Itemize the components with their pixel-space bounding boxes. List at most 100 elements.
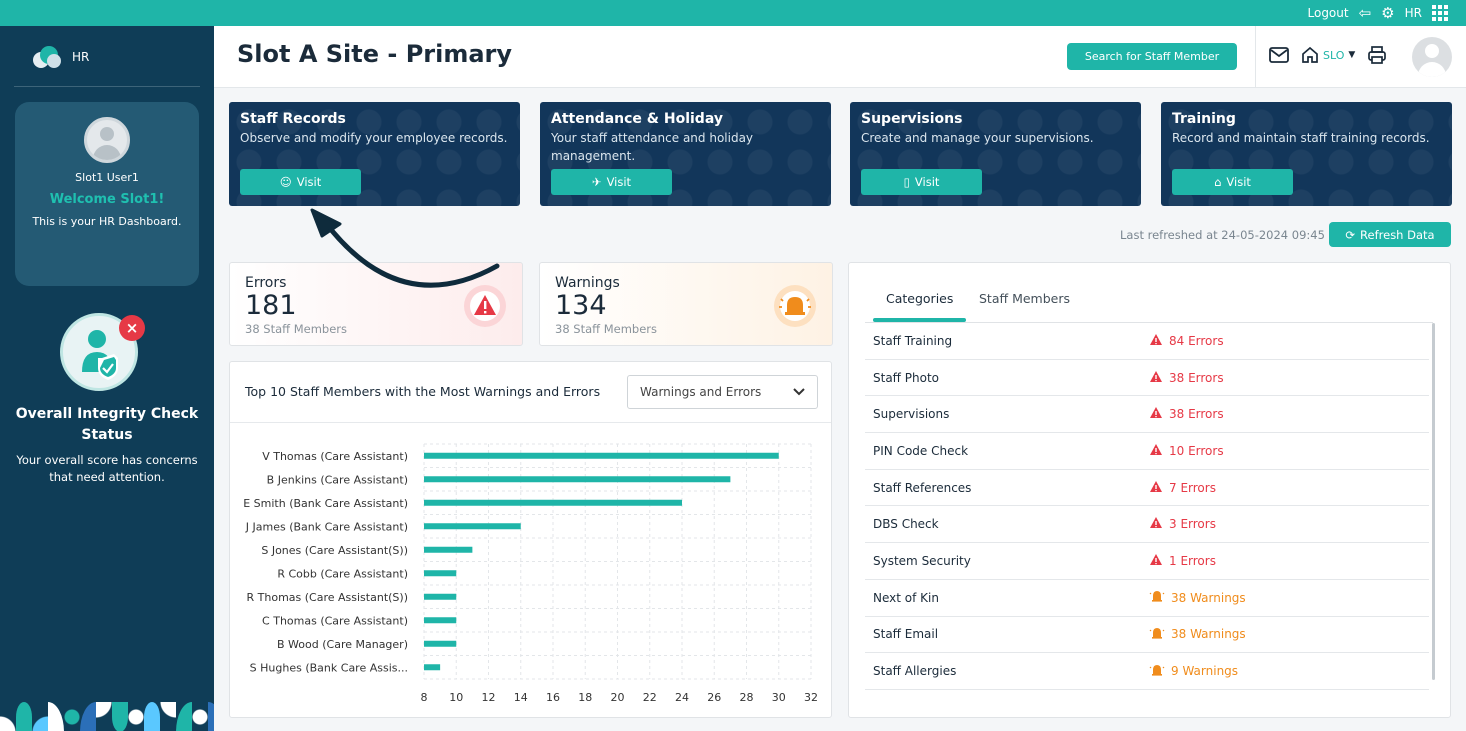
bar[interactable] [424, 546, 473, 553]
refresh-data-button[interactable]: ⟳ Refresh Data [1329, 222, 1451, 247]
y-tick-label: V Thomas (Care Assistant) [262, 450, 408, 463]
search-staff-button[interactable]: Search for Staff Member [1067, 43, 1237, 70]
category-row[interactable]: Staff References 7 Errors [865, 470, 1429, 507]
category-value-text: 38 Errors [1169, 370, 1224, 385]
user-circle-icon: ☺ [279, 175, 292, 189]
category-value: 1 Errors [1149, 553, 1216, 569]
visit-staff-records-button[interactable]: ☺ Visit [240, 169, 361, 195]
category-value-text: 1 Errors [1169, 553, 1216, 568]
category-value: 84 Errors [1149, 333, 1224, 349]
x-tick-label: 16 [546, 691, 560, 704]
x-tick-label: 18 [578, 691, 592, 704]
tab-staff-members[interactable]: Staff Members [979, 291, 1071, 306]
bar[interactable] [424, 640, 457, 647]
category-value: 10 Errors [1149, 443, 1224, 459]
bar[interactable] [424, 452, 779, 459]
card-title: Supervisions [861, 111, 963, 127]
category-row[interactable]: Next of Kin 38 Warnings [865, 580, 1429, 617]
category-value-text: 7 Errors [1169, 480, 1216, 495]
category-name: Staff Training [873, 333, 953, 348]
warnings-staff-count: 38 Staff Members [555, 322, 658, 336]
category-value: 7 Errors [1149, 480, 1216, 496]
category-value-text: 9 Warnings [1171, 664, 1239, 679]
category-value: 9 Warnings [1149, 663, 1238, 680]
category-row[interactable]: System Security 1 Errors [865, 543, 1429, 580]
tab-categories[interactable]: Categories [886, 291, 954, 306]
card-description: Create and manage your supervisions. [861, 131, 1094, 145]
bar[interactable] [424, 499, 682, 506]
category-value: 38 Warnings [1149, 589, 1246, 606]
errors-staff-count: 38 Staff Members [245, 322, 348, 336]
active-tab-indicator [873, 318, 966, 322]
category-row[interactable]: Staff Email 38 Warnings [865, 617, 1429, 654]
category-value-text: 38 Warnings [1171, 627, 1246, 642]
integrity-title: Overall Integrity Check Status [15, 406, 199, 443]
bar[interactable] [424, 570, 457, 577]
logout-icon[interactable]: ⇦ [1358, 3, 1372, 22]
category-name: DBS Check [873, 517, 939, 532]
apps-grid-icon[interactable] [1432, 5, 1448, 21]
header-actions: SLO ▼ [1269, 45, 1387, 65]
plane-icon: ✈ [591, 175, 602, 189]
category-row[interactable]: PIN Code Check 10 Errors [865, 433, 1429, 470]
y-tick-label: E Smith (Bank Care Assistant) [243, 497, 408, 510]
page-header: Slot A Site - Primary Search for Staff M… [214, 26, 1466, 88]
visit-training-button[interactable]: ⌂ Visit [1172, 169, 1293, 195]
mail-icon[interactable] [1269, 47, 1289, 63]
bar[interactable] [424, 664, 441, 671]
category-value-text: 10 Errors [1169, 443, 1224, 458]
bar[interactable] [424, 617, 457, 624]
x-tick-label: 26 [707, 691, 721, 704]
clipboard-icon: ▯ [903, 175, 910, 189]
last-refreshed-text: Last refreshed at 24-05-2024 09:45 [1120, 228, 1325, 242]
bar[interactable] [424, 593, 457, 600]
profile-card: Slot1 User1 Welcome Slot1! This is your … [15, 102, 199, 286]
bar[interactable] [424, 476, 731, 483]
category-row[interactable]: Supervisions 38 Errors [865, 396, 1429, 434]
error-triangle-icon [1149, 516, 1163, 532]
logout-link[interactable]: Logout [1307, 6, 1349, 20]
category-value: 3 Errors [1149, 516, 1216, 532]
visit-attendance-button[interactable]: ✈ Visit [551, 169, 672, 195]
category-name: Supervisions [873, 407, 950, 422]
user-code: HR [1404, 6, 1422, 20]
visit-label: Visit [1226, 175, 1251, 189]
bar[interactable] [424, 523, 521, 530]
app-name: HR [72, 50, 90, 64]
errors-stat-card[interactable]: Errors 181 38 Staff Members [229, 262, 523, 346]
warning-bell-icon [1149, 626, 1165, 643]
x-tick-label: 32 [804, 691, 818, 704]
chart-filter-value: Warnings and Errors [640, 385, 762, 399]
category-row[interactable]: Staff Allergies 9 Warnings [865, 653, 1429, 690]
error-triangle-icon [1149, 480, 1163, 496]
visit-supervisions-button[interactable]: ▯ Visit [861, 169, 982, 195]
warning-bell-icon [774, 285, 816, 327]
card-description: Observe and modify your employee records… [240, 131, 508, 145]
category-list: Staff Training 84 Errors Staff Photo 38 Err… [865, 323, 1429, 704]
chart-filter-dropdown[interactable]: Warnings and Errors [627, 375, 818, 409]
header-avatar[interactable] [1412, 37, 1452, 77]
chart-divider [230, 422, 831, 423]
category-row[interactable]: Staff Training 84 Errors [865, 323, 1429, 360]
y-tick-label: B Jenkins (Care Assistant) [267, 473, 408, 486]
site-selector[interactable]: SLO ▼ [1301, 46, 1355, 64]
x-tick-label: 28 [740, 691, 754, 704]
card-title: Training [1172, 111, 1236, 127]
bar-chart: 8 10 12 14 16 18 20 22 24 26 28 30 32 V Thomas (Care … [243, 443, 818, 704]
x-tick-label: 30 [772, 691, 786, 704]
category-name: System Security [873, 553, 971, 568]
category-name: PIN Code Check [873, 443, 969, 458]
category-row[interactable]: DBS Check 3 Errors [865, 506, 1429, 544]
top-staff-chart-panel: Top 10 Staff Members with the Most Warni… [229, 361, 832, 718]
warnings-stat-card[interactable]: Warnings 134 38 Staff Members [539, 262, 833, 346]
refresh-icon: ⟳ [1345, 227, 1356, 242]
settings-icon[interactable]: ⚙ [1381, 3, 1395, 22]
error-triangle-icon [1149, 370, 1163, 386]
category-name: Staff References [873, 480, 972, 495]
integrity-fail-icon: × [119, 315, 145, 341]
category-row[interactable]: Staff Photo 38 Errors [865, 360, 1429, 397]
app-logo[interactable]: HR [30, 46, 89, 68]
user-name: Slot1 User1 [75, 171, 139, 184]
category-scrollbar[interactable] [1432, 323, 1435, 680]
print-icon[interactable] [1367, 45, 1387, 65]
